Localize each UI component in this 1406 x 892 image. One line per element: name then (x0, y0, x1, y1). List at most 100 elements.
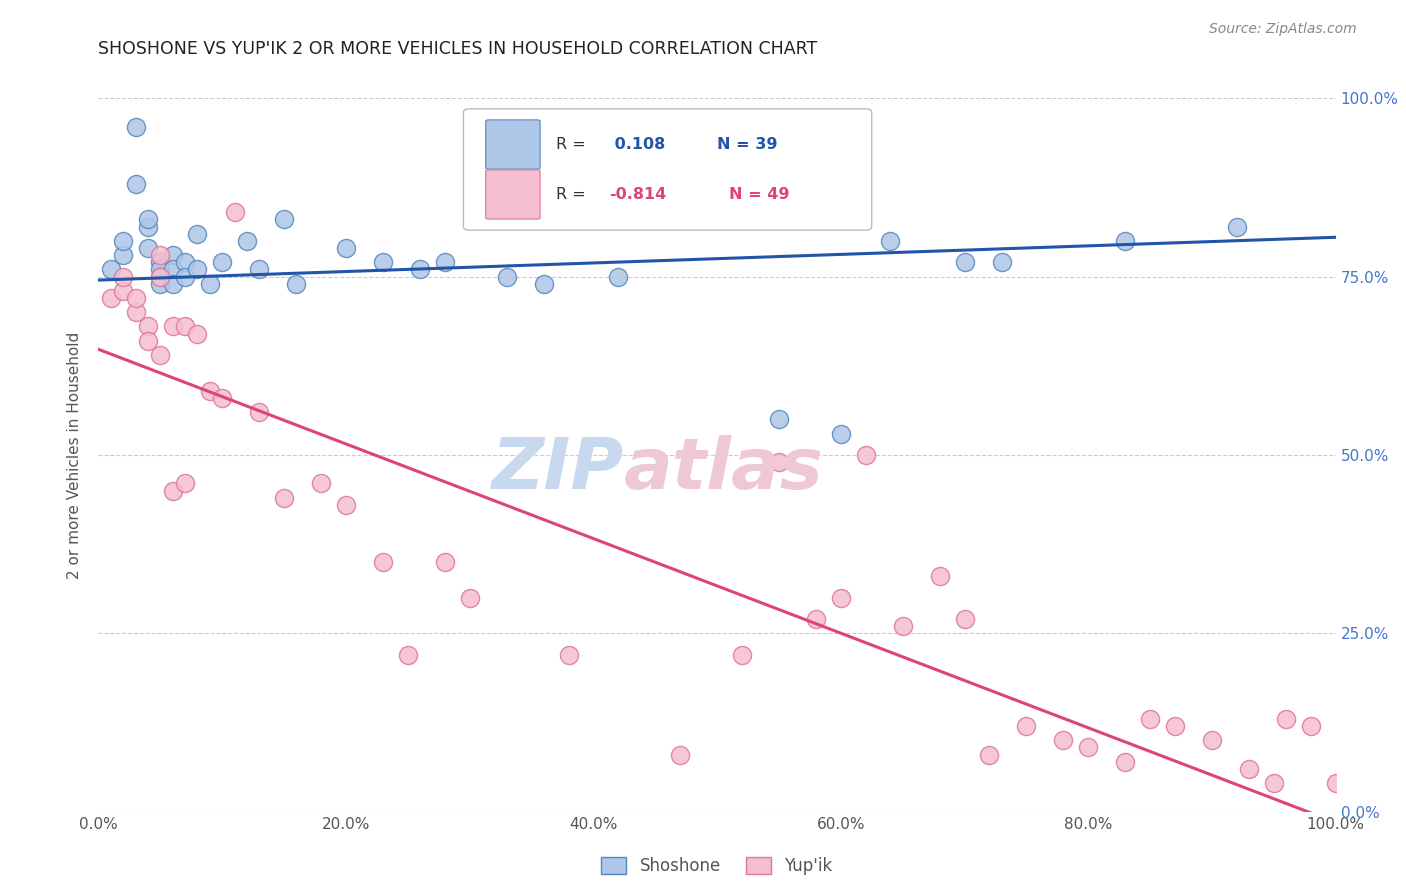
Point (247, 262, 270, 277)
Point (112, 284, 135, 298)
Point (285, 277, 308, 291)
Point (149, 269, 172, 284)
Point (557, 648, 579, 662)
Point (174, 476, 197, 491)
Point (136, 212, 159, 227)
Point (396, 648, 419, 662)
Text: 0.108: 0.108 (609, 137, 665, 152)
Legend: Shoshone, Yup'ik: Shoshone, Yup'ik (595, 850, 839, 882)
Point (124, 305, 146, 319)
Point (1263, 776, 1285, 790)
Text: N = 39: N = 39 (717, 137, 778, 152)
Text: atlas: atlas (624, 434, 824, 504)
Point (953, 255, 976, 269)
Point (1237, 762, 1260, 776)
Point (149, 255, 172, 269)
Point (149, 248, 172, 262)
Point (124, 120, 146, 134)
Point (273, 491, 295, 505)
Point (1015, 719, 1038, 733)
Point (607, 269, 630, 284)
Point (174, 269, 197, 284)
Point (112, 234, 135, 248)
Point (136, 319, 159, 334)
Point (928, 569, 950, 583)
Text: R =: R = (557, 187, 591, 202)
Point (211, 255, 233, 269)
Text: Source: ZipAtlas.com: Source: ZipAtlas.com (1209, 22, 1357, 37)
Point (162, 277, 184, 291)
Y-axis label: 2 or more Vehicles in Household: 2 or more Vehicles in Household (67, 331, 83, 579)
Point (495, 269, 517, 284)
Point (879, 234, 901, 248)
Point (891, 619, 914, 633)
Point (335, 241, 357, 255)
Point (174, 319, 197, 334)
Point (1139, 712, 1161, 726)
Point (162, 262, 184, 277)
Text: SHOSHONE VS YUP'IK 2 OR MORE VEHICLES IN HOUSEHOLD CORRELATION CHART: SHOSHONE VS YUP'IK 2 OR MORE VEHICLES IN… (98, 40, 818, 58)
Point (979, 747, 1001, 762)
Point (990, 255, 1012, 269)
Point (371, 555, 394, 569)
Point (112, 269, 135, 284)
FancyBboxPatch shape (485, 169, 540, 219)
Point (830, 591, 852, 605)
Point (830, 426, 852, 441)
Point (211, 391, 233, 405)
Point (309, 476, 332, 491)
Point (669, 747, 692, 762)
Point (149, 348, 172, 362)
Point (1324, 776, 1347, 790)
Point (1226, 219, 1249, 234)
Point (1201, 733, 1223, 747)
Point (186, 262, 208, 277)
Text: N = 49: N = 49 (730, 187, 790, 202)
Point (247, 405, 270, 419)
Text: ZIP: ZIP (492, 434, 624, 504)
Point (162, 483, 184, 498)
Point (1052, 733, 1074, 747)
Point (124, 177, 146, 191)
Point (433, 555, 456, 569)
Point (124, 291, 146, 305)
Point (1077, 740, 1099, 755)
Point (224, 205, 246, 219)
Point (731, 648, 754, 662)
Point (136, 334, 159, 348)
Point (162, 248, 184, 262)
Point (953, 612, 976, 626)
Point (1114, 234, 1136, 248)
Point (149, 277, 172, 291)
Point (100, 262, 122, 277)
Point (458, 591, 481, 605)
Point (136, 241, 159, 255)
Point (162, 319, 184, 334)
Point (100, 291, 122, 305)
Point (149, 269, 172, 284)
Point (186, 227, 208, 241)
Text: R =: R = (557, 137, 591, 152)
Point (768, 412, 790, 426)
Point (371, 255, 394, 269)
Point (198, 384, 221, 398)
Point (768, 455, 790, 469)
Point (1114, 755, 1136, 769)
Point (533, 277, 555, 291)
Point (1164, 719, 1187, 733)
Point (433, 255, 456, 269)
Point (335, 498, 357, 512)
Point (1299, 719, 1322, 733)
Point (174, 255, 197, 269)
Text: -0.814: -0.814 (609, 187, 666, 202)
FancyBboxPatch shape (485, 120, 540, 169)
FancyBboxPatch shape (464, 109, 872, 230)
Point (149, 262, 172, 277)
Point (112, 248, 135, 262)
Point (855, 448, 877, 462)
Point (136, 219, 159, 234)
Point (1275, 712, 1298, 726)
Point (236, 234, 259, 248)
Point (186, 326, 208, 341)
Point (198, 277, 221, 291)
